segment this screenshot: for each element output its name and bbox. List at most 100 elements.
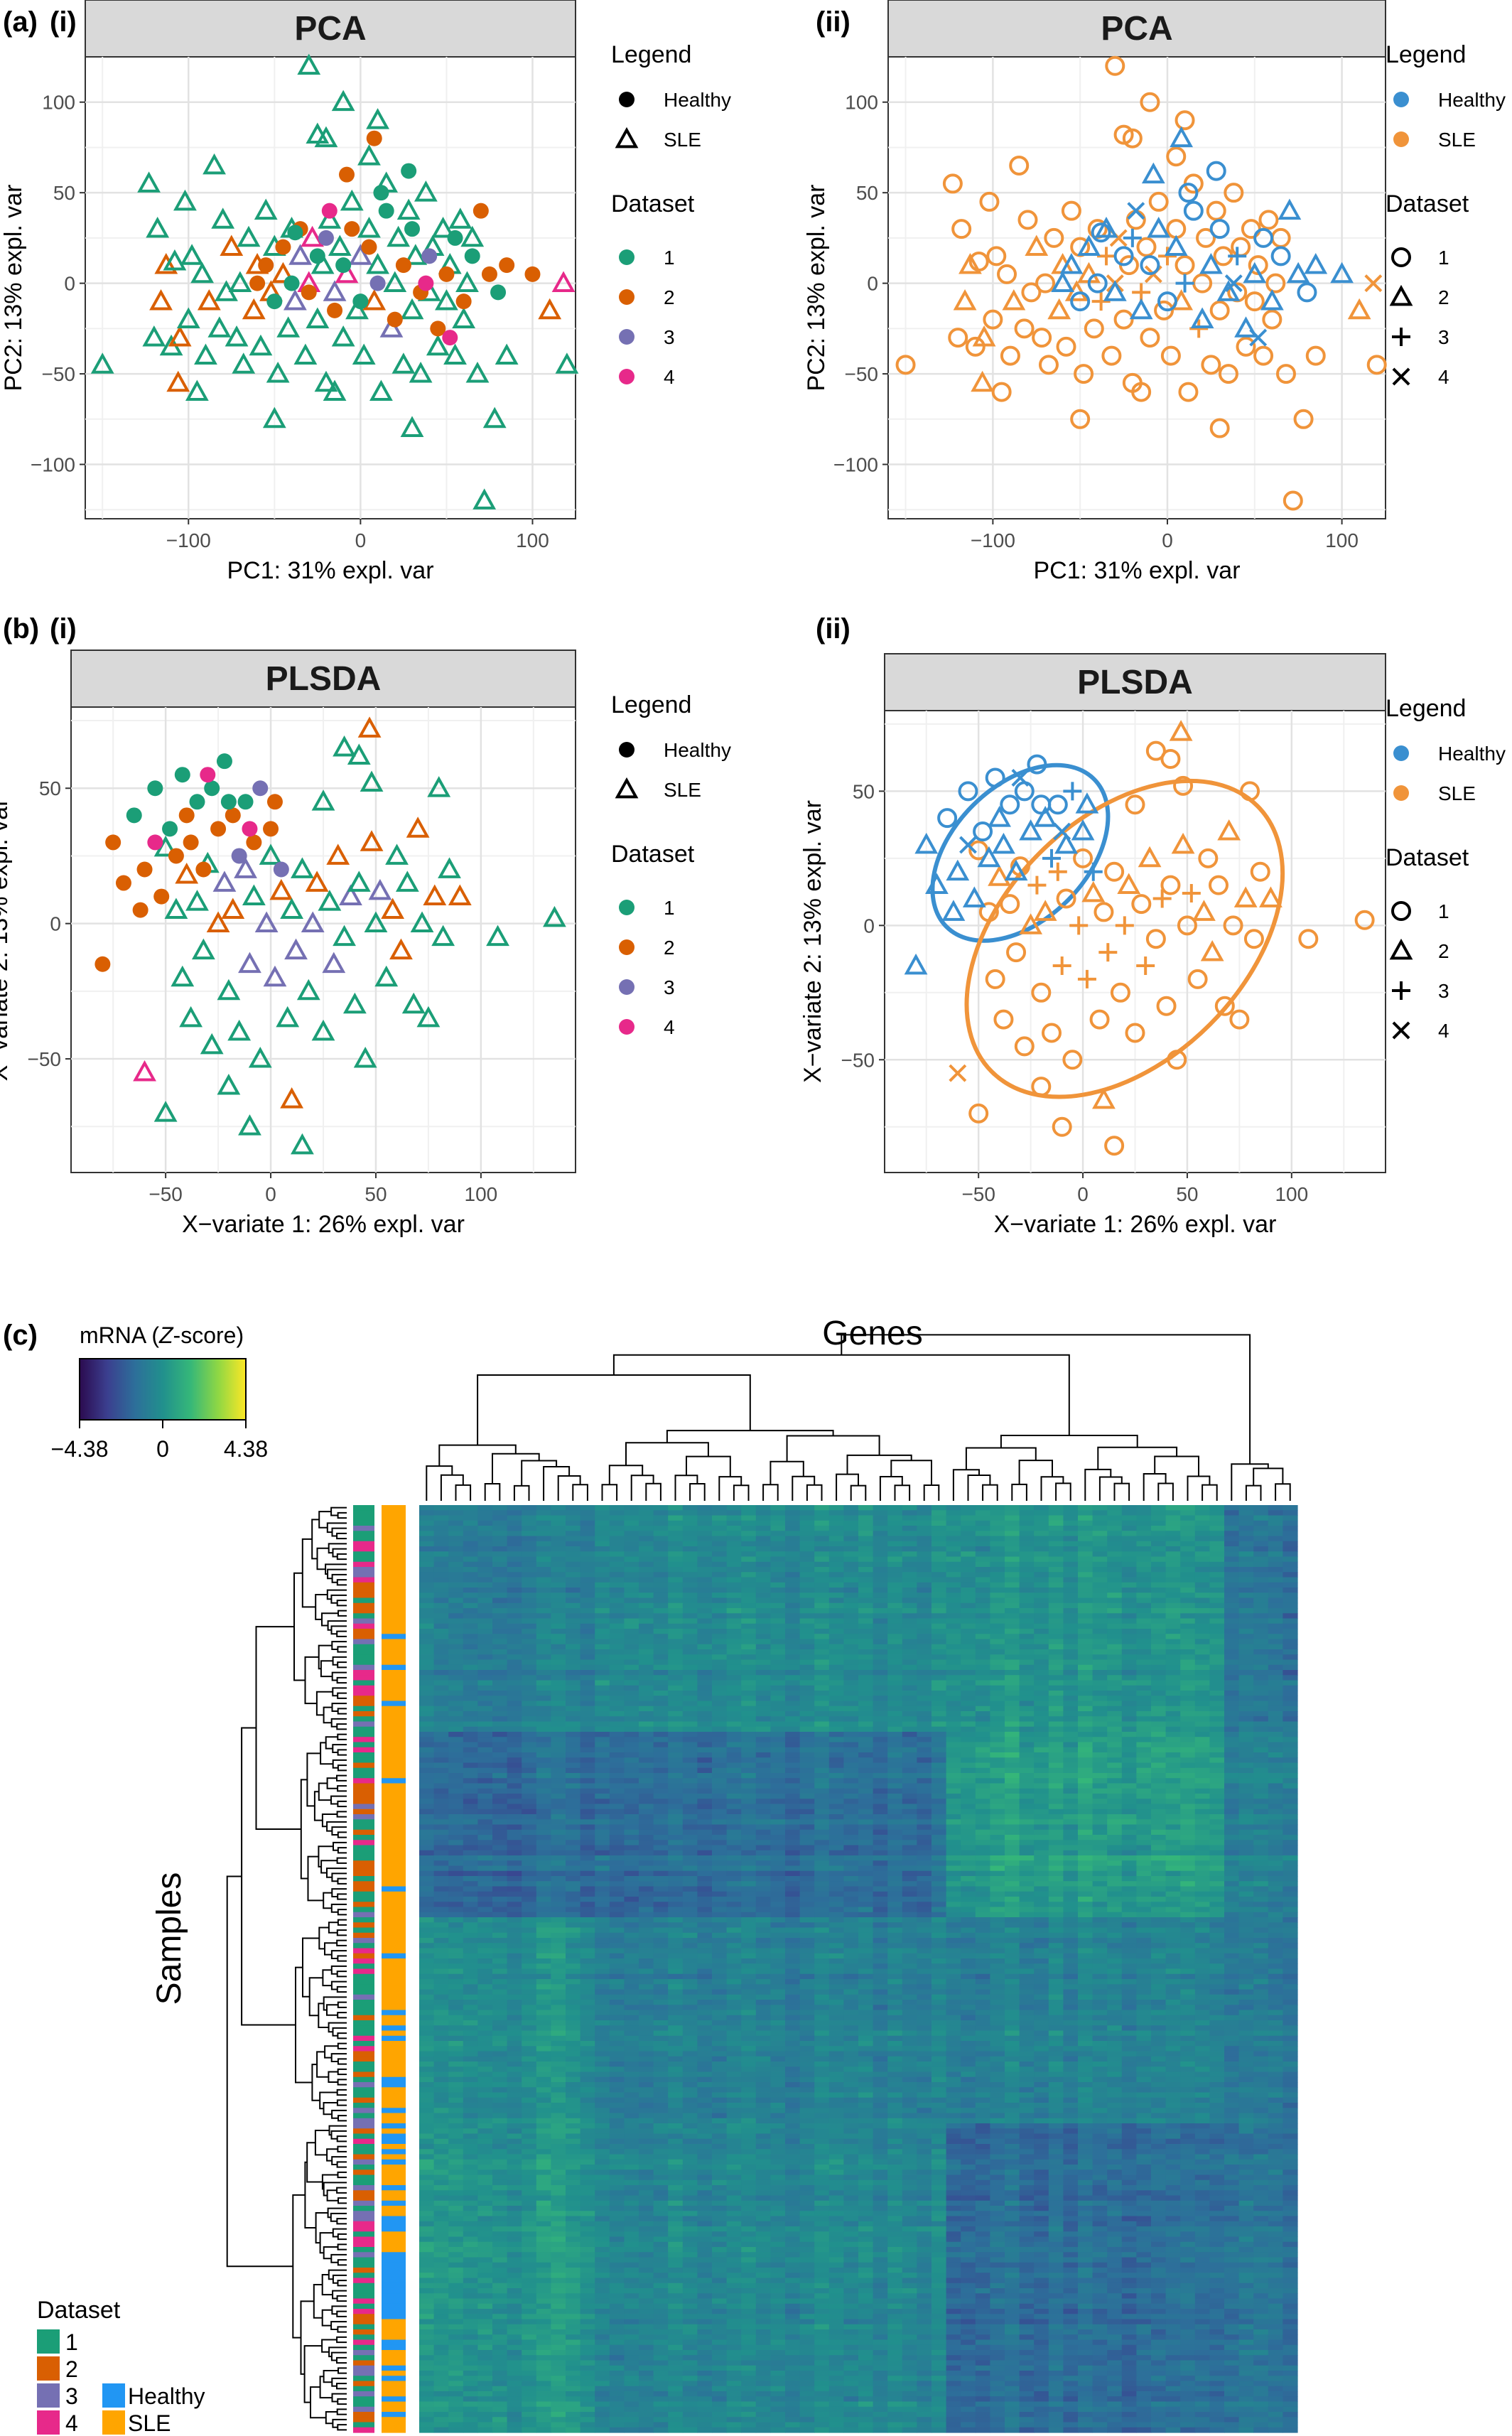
data-point	[1209, 875, 1228, 895]
heatmap-cell	[1165, 1737, 1181, 1743]
heatmap-cell	[1136, 1510, 1152, 1516]
data-point	[259, 844, 283, 865]
heatmap-cell	[507, 1804, 522, 1810]
heatmap-cell	[1136, 1664, 1152, 1671]
heatmap-cell	[932, 1608, 947, 1614]
heatmap-cell	[990, 1845, 1005, 1851]
heatmap-cell	[463, 1510, 478, 1516]
heatmap-cell	[1268, 1659, 1283, 1666]
heatmap-cell	[653, 1742, 669, 1748]
heatmap-cell	[741, 1804, 757, 1810]
heatmap-cell	[843, 1845, 859, 1851]
heatmap-cell	[1165, 1680, 1181, 1686]
heatmap-cell	[858, 1845, 874, 1851]
heatmap-cell	[653, 1592, 669, 1599]
data-point	[1177, 915, 1197, 936]
heatmap-cell	[1063, 1819, 1079, 1826]
heatmap-cell	[697, 1556, 713, 1563]
heatmap-cell	[1005, 1664, 1020, 1671]
data-point	[293, 343, 318, 365]
heatmap-cell	[1253, 1799, 1269, 1805]
heatmap-cell	[668, 1855, 684, 1861]
heatmap-cell	[668, 1778, 684, 1784]
heatmap-cell	[1224, 1515, 1240, 1521]
heatmap-cell	[609, 1597, 625, 1604]
data-point	[1105, 55, 1125, 76]
heatmap-cell	[536, 1721, 551, 1728]
heatmap-cell	[799, 1732, 815, 1737]
heatmap-cell	[726, 1592, 742, 1599]
heatmap-cell	[1194, 1870, 1210, 1877]
heatmap-cell	[1136, 1597, 1152, 1604]
heatmap-cell	[448, 1824, 464, 1831]
heatmap-cell	[1092, 1829, 1108, 1836]
heatmap-cell	[1165, 1608, 1181, 1614]
heatmap-cell	[1194, 1556, 1210, 1563]
data-point	[400, 298, 424, 320]
heatmap-cell	[770, 1737, 786, 1743]
heatmap-cell	[1092, 1618, 1108, 1624]
heatmap-cell	[1282, 1520, 1298, 1526]
heatmap-cell	[682, 1705, 698, 1712]
heatmap-cell	[536, 1634, 551, 1640]
heatmap-cell	[609, 1778, 625, 1784]
heatmap-cell	[1034, 1588, 1049, 1593]
heatmap-cell	[463, 1649, 478, 1655]
heatmap-cell	[946, 1732, 961, 1737]
heatmap-cell	[1253, 1870, 1269, 1877]
data-point	[328, 235, 352, 257]
heatmap-cell	[873, 1824, 888, 1831]
heatmap-cell	[917, 1582, 932, 1588]
heatmap-cell	[668, 1639, 684, 1645]
heatmap-cell	[1121, 1767, 1137, 1774]
heatmap-cell	[477, 1602, 493, 1609]
heatmap-cell	[1092, 1567, 1108, 1573]
heatmap-cell	[624, 1732, 639, 1737]
heatmap-cell	[1224, 1809, 1240, 1815]
heatmap-cell	[624, 1561, 639, 1568]
heatmap-cell	[770, 1649, 786, 1655]
heatmap-cell	[477, 1691, 493, 1696]
heatmap-cell	[887, 1577, 903, 1583]
heatmap-cell	[741, 1757, 757, 1764]
heatmap-cell	[507, 1747, 522, 1753]
heatmap-cell	[580, 1608, 595, 1614]
heatmap-cell	[566, 1567, 581, 1573]
heatmap-cell	[1180, 1592, 1196, 1599]
heatmap-cell	[741, 1536, 757, 1542]
heatmap-cell	[522, 1541, 537, 1547]
heatmap-cell	[726, 1824, 742, 1831]
heatmap-cell	[902, 1747, 917, 1753]
heatmap-cell	[1268, 1737, 1283, 1743]
heatmap-cell	[770, 1824, 786, 1831]
heatmap-cell	[419, 1721, 435, 1728]
data-point	[410, 911, 434, 933]
heatmap-cell	[917, 1845, 932, 1851]
heatmap-cell	[624, 1541, 639, 1547]
heatmap-cell	[1034, 1716, 1049, 1723]
heatmap-cell	[1078, 1860, 1094, 1867]
heatmap-cell	[668, 1602, 684, 1609]
data-point	[524, 266, 541, 282]
heatmap-cell	[551, 1752, 566, 1758]
heatmap-cell	[522, 1696, 537, 1702]
heatmap-cell	[961, 1618, 976, 1624]
heatmap-cell	[975, 1726, 990, 1732]
heatmap-cell	[1078, 1644, 1094, 1650]
heatmap-cell	[741, 1654, 757, 1661]
heatmap-cell	[961, 1711, 976, 1717]
heatmap-cell	[770, 1773, 786, 1779]
heatmap-cell	[902, 1845, 917, 1851]
heatmap-cell	[477, 1799, 493, 1805]
heatmap-cell	[448, 1664, 464, 1671]
heatmap-cell	[1224, 1778, 1240, 1784]
heatmap-cell	[887, 1597, 903, 1604]
heatmap-cell	[828, 1804, 844, 1810]
heatmap-cell	[1165, 1799, 1181, 1805]
heatmap-cell	[712, 1773, 728, 1779]
data-point	[115, 875, 131, 891]
heatmap-cell	[961, 1608, 976, 1614]
heatmap-cell	[1048, 1809, 1064, 1815]
heatmap-cell	[1019, 1701, 1035, 1707]
heatmap-cell	[1005, 1752, 1020, 1758]
